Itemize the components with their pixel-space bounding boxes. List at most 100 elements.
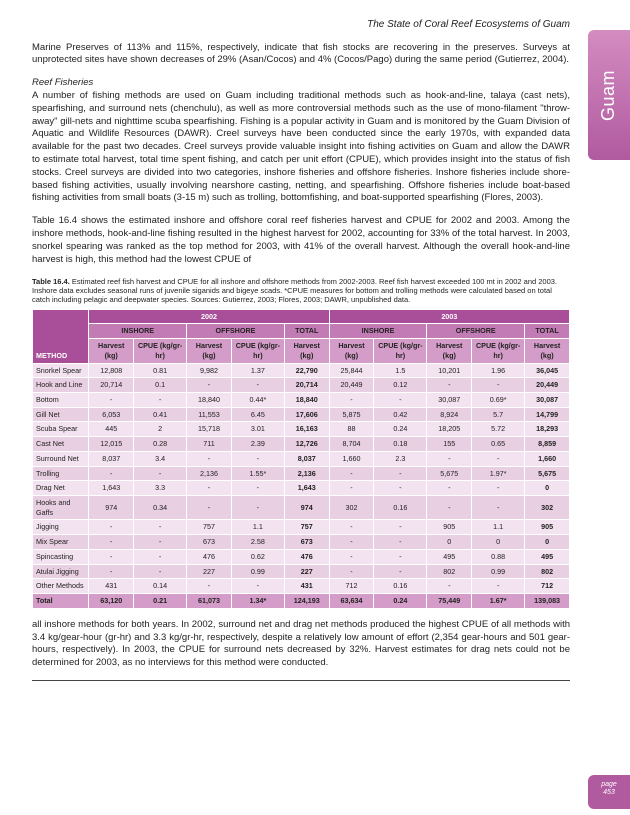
table-cell: Cast Net [33,437,89,452]
table-cell: 1.96 [472,363,525,378]
table-cell: 1.97* [472,466,525,481]
table-cell: 0 [525,535,570,550]
col-h3: Harvest (kg) [284,339,329,363]
table-cell: - [374,549,427,564]
table-cell: 15,718 [187,422,232,437]
table-cell: 1,643 [89,481,134,496]
table-cell: 476 [187,549,232,564]
table-cell: 431 [89,579,134,594]
table-cell: 0.16 [374,495,427,519]
col-h2: Harvest (kg) [187,339,232,363]
table-cell: - [374,466,427,481]
table-cell: 88 [329,422,374,437]
table-cell: - [427,378,472,393]
table-cell: 757 [187,520,232,535]
table-row: Snorkel Spear12,8080.819,9821.3722,79025… [33,363,570,378]
table-cell: - [329,549,374,564]
year-2002: 2002 [89,309,329,324]
table-cell: 0.44* [231,392,284,407]
table-cell: 0.24 [374,422,427,437]
total-cell: 124,193 [284,594,329,609]
table-cell: 431 [284,579,329,594]
table-cell: Bottom [33,392,89,407]
table-cell: 5,675 [427,466,472,481]
table-cell: - [187,579,232,594]
table-cell: - [89,549,134,564]
table-cell: - [427,451,472,466]
table-cell: 673 [284,535,329,550]
total-cell: 1.34* [231,594,284,609]
table-cell: Other Methods [33,579,89,594]
table-row: Drag Net1,6433.3--1,643----0 [33,481,570,496]
table-cell: - [374,392,427,407]
table-cell: - [329,520,374,535]
table-cell: 8,924 [427,407,472,422]
table-cell: 25,844 [329,363,374,378]
col-h1: Harvest (kg) [89,339,134,363]
grp-inshore-b: INSHORE [329,324,427,339]
table-row: Cast Net12,0150.287112.3912,7268,7040.18… [33,437,570,452]
table-cell: - [231,579,284,594]
table-cell: 905 [427,520,472,535]
fisheries-table: METHOD 2002 2003 INSHORE OFFSHORE TOTAL … [32,309,570,609]
table-cell: 6.45 [231,407,284,422]
col-c4: CPUE (kg/gr-hr) [374,339,427,363]
running-header: The State of Coral Reef Ecosystems of Gu… [32,18,570,32]
table-cell: 3.01 [231,422,284,437]
table-row: Other Methods4310.14--4317120.16--712 [33,579,570,594]
grp-inshore-a: INSHORE [89,324,187,339]
table-cell: 302 [525,495,570,519]
table-cell: - [472,378,525,393]
table-cell: 36,045 [525,363,570,378]
table-cell: 0.1 [134,378,187,393]
sidebar-label: Guam [599,69,620,120]
table-cell: 18,840 [187,392,232,407]
table-cell: 0.88 [472,549,525,564]
paragraph-table-intro: Table 16.4 shows the estimated inshore a… [32,215,570,266]
table-cell: 8,704 [329,437,374,452]
table-row: Scuba Spear445215,7183.0116,163880.2418,… [33,422,570,437]
table-cell: 0.34 [134,495,187,519]
total-cell: 75,449 [427,594,472,609]
table-cell: 495 [525,549,570,564]
table-row: Hook and Line20,7140.1--20,71420,4490.12… [33,378,570,393]
table-cell: 155 [427,437,472,452]
table-cell: 2.3 [374,451,427,466]
sidebar-tab: Guam [588,30,630,160]
table-cell: - [187,451,232,466]
table-cell: - [374,520,427,535]
table-cell: 12,015 [89,437,134,452]
table-cell: 1,660 [525,451,570,466]
table-cell: - [374,535,427,550]
table-cell: - [329,535,374,550]
table-cell: - [187,495,232,519]
table-cell: 30,087 [525,392,570,407]
table-cell: 8,859 [525,437,570,452]
table-cell: 905 [525,520,570,535]
col-h4: Harvest (kg) [329,339,374,363]
table-cell: 2,136 [187,466,232,481]
table-row: Atulai Jigging--2270.99227--8020.99802 [33,564,570,579]
table-row: Hooks and Gaffs9740.34--9743020.16--302 [33,495,570,519]
table-row: Mix Spear--6732.58673--000 [33,535,570,550]
table-cell: 5.72 [472,422,525,437]
table-row: Surround Net8,0373.4--8,0371,6602.3--1,6… [33,451,570,466]
table-cell: 8,037 [89,451,134,466]
table-cell: 2 [134,422,187,437]
table-row: Gill Net6,0530.4111,5536.4517,6065,8750.… [33,407,570,422]
table-cell: - [472,495,525,519]
paragraph-intro: Marine Preserves of 113% and 115%, respe… [32,42,570,68]
table-row: Bottom--18,8400.44*18,840--30,0870.69*30… [33,392,570,407]
table-cell: 12,808 [89,363,134,378]
table-cell: 0.69* [472,392,525,407]
table-cell: 712 [525,579,570,594]
table-cell: Scuba Spear [33,422,89,437]
table-cell: 18,293 [525,422,570,437]
table-cell: - [472,481,525,496]
col-c1: CPUE (kg/gr-hr) [134,339,187,363]
grp-total-a: TOTAL [284,324,329,339]
table-cell: - [134,520,187,535]
table-cell: 1.1 [472,520,525,535]
table-cell: 974 [89,495,134,519]
table-cell: Surround Net [33,451,89,466]
